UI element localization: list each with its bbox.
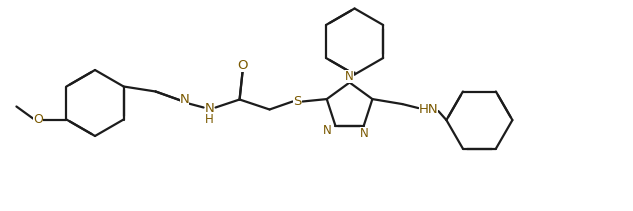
Text: N: N <box>204 102 215 115</box>
Text: O: O <box>34 113 43 126</box>
Text: N: N <box>180 93 189 106</box>
Text: O: O <box>237 59 248 72</box>
Text: S: S <box>293 95 302 108</box>
Text: N: N <box>360 127 369 140</box>
Text: N: N <box>323 124 332 137</box>
Text: H: H <box>205 113 214 126</box>
Text: HN: HN <box>418 103 438 116</box>
Text: N: N <box>345 70 354 83</box>
